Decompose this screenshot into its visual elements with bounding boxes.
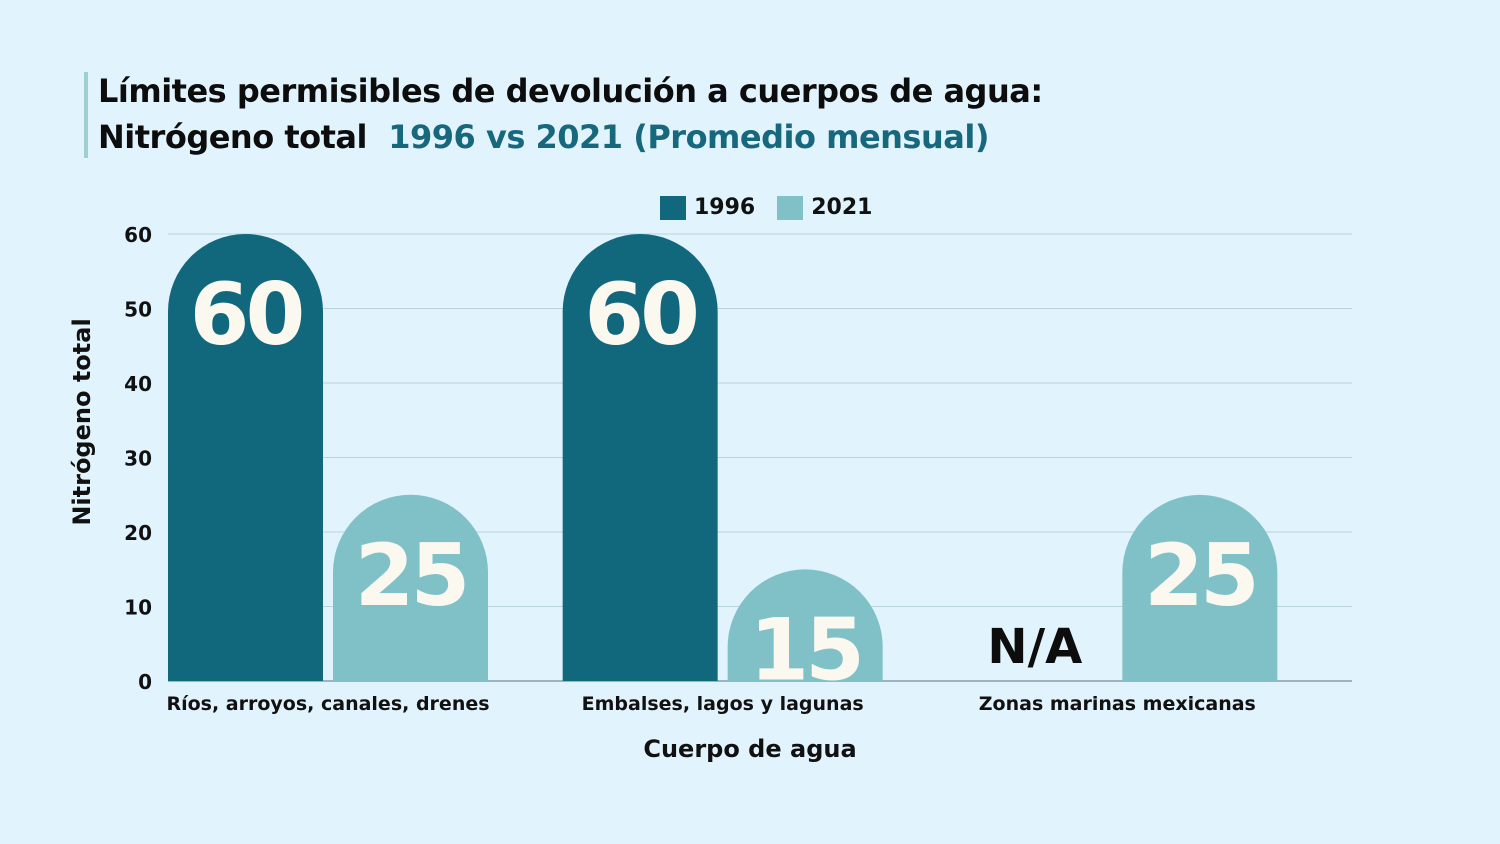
bar-2021: [1122, 494, 1278, 681]
title-line-2-black: Nitrógeno total: [98, 118, 367, 156]
y-tick-label: 30: [124, 447, 152, 471]
bar-2021: [333, 494, 488, 681]
y-tick-label: 0: [138, 670, 152, 694]
legend-item-1996: 1996: [660, 195, 755, 220]
title-line-2: Nitrógeno total 1996 vs 2021 (Promedio m…: [98, 114, 1043, 160]
title-accent-bar: [84, 72, 88, 158]
y-tick-label: 20: [124, 521, 152, 545]
bar-value-label: 15: [749, 600, 861, 700]
legend-swatch-1996: [660, 195, 686, 220]
bar-value-label: 25: [1144, 526, 1256, 626]
legend-label-2021: 2021: [811, 195, 873, 220]
x-tick-label: Ríos, arroyos, canales, drenes: [166, 693, 489, 715]
x-tick-label: Embalses, lagos y lagunas: [582, 693, 864, 715]
y-tick-label: 10: [124, 596, 152, 620]
x-axis-label: Cuerpo de agua: [643, 735, 857, 763]
legend: 1996 2021: [660, 195, 894, 220]
legend-label-1996: 1996: [694, 195, 756, 220]
legend-swatch-2021: [777, 195, 804, 220]
bar-value-label: 25: [355, 526, 467, 626]
y-tick-label: 60: [124, 223, 152, 247]
chart-title: Límites permisibles de devolución a cuer…: [98, 68, 1043, 160]
bar-2021: [727, 569, 883, 681]
bar-value-label: 60: [190, 265, 302, 365]
y-tick-label: 40: [124, 372, 152, 396]
bar-1996: [562, 234, 718, 681]
title-line-2-accent: 1996 vs 2021 (Promedio mensual): [388, 118, 989, 156]
x-tick-label: Zonas marinas mexicanas: [979, 693, 1256, 715]
na-label: N/A: [987, 619, 1082, 675]
y-tick-label: 50: [124, 298, 152, 322]
title-line-1: Límites permisibles de devolución a cuer…: [98, 72, 1043, 110]
bar-value-label: 60: [584, 265, 696, 365]
bar-1996: [168, 234, 323, 681]
legend-item-2021: 2021: [777, 195, 872, 220]
